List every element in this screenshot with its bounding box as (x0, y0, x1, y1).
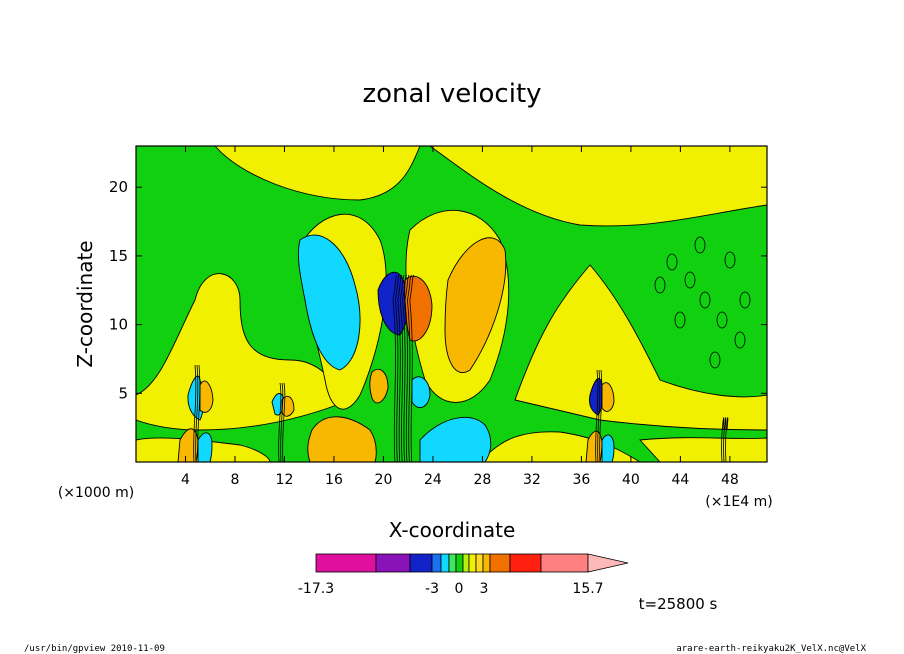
colorbar-label: 3 (480, 581, 489, 597)
contour-patch (739, 291, 751, 309)
contour-patch (724, 251, 736, 269)
y-axis: 5 10 15 20 (109, 178, 767, 402)
plot-frame (135, 145, 768, 463)
y-tick-label: 5 (118, 384, 128, 402)
contour-patch (654, 276, 666, 294)
colorbar-segment (509, 553, 542, 573)
contour-patch (694, 236, 706, 254)
colorbar-segment (448, 553, 457, 573)
x-tick-label: 36 (572, 472, 590, 488)
contour-line (197, 364, 201, 462)
contour-line (409, 274, 415, 462)
colorbar-label: -3 (425, 581, 439, 597)
contour-line (193, 364, 197, 462)
contour-line (397, 274, 403, 462)
x-tick-label: 48 (721, 472, 739, 488)
contour-region (419, 417, 492, 462)
colorbar-segment (375, 553, 411, 573)
chart-title: zonal velocity (362, 79, 541, 109)
x-tick-label: 40 (622, 472, 640, 488)
x-tick-label: 24 (424, 472, 442, 488)
colorbar-segment (489, 553, 511, 573)
footer-left: /usr/bin/gpview 2010-11-09 (24, 644, 165, 654)
colorbar-segment (455, 553, 464, 573)
x-tick-label: 20 (375, 472, 393, 488)
contour-line (392, 274, 398, 462)
contour-region (411, 376, 431, 409)
colorbar-segment (475, 553, 484, 573)
y-tick-label: 10 (109, 316, 128, 334)
contour-line (595, 369, 599, 462)
plot-area (136, 146, 767, 462)
time-label: t=25800 s (639, 595, 718, 613)
contour-region (369, 368, 389, 404)
contour-field (136, 146, 767, 462)
footer-right: arare-earth-reikyaku2K_VelX.nc@VelX (676, 644, 866, 654)
colorbar-label: 0 (455, 581, 464, 597)
contour-region (601, 434, 615, 462)
x-tick-label: 8 (231, 472, 240, 488)
contour-region (444, 237, 507, 373)
contour-region (639, 437, 767, 462)
contour-line (280, 382, 284, 462)
colorbar-labels: -17.3 -3 0 3 15.7 (298, 581, 604, 597)
contour-line (597, 369, 601, 462)
contour-patch (709, 351, 721, 369)
colorbar-segment (431, 553, 442, 573)
contour-region (429, 146, 767, 227)
y-tick-label: 20 (109, 178, 128, 196)
contour-line (599, 369, 603, 462)
contour-patch (674, 311, 686, 329)
contour-line (282, 382, 286, 462)
x-unit-label: (×1000 m) (58, 485, 134, 501)
contour-line (723, 417, 727, 462)
colorbar-segment (468, 553, 477, 573)
contour-region (214, 146, 421, 201)
colorbar-label: 15.7 (572, 581, 603, 597)
contour-line (404, 274, 410, 462)
contour-region (601, 382, 615, 412)
colorbar-segment (440, 553, 450, 573)
colorbar-segment (315, 553, 377, 573)
contour-line (278, 382, 282, 462)
colorbar-segment (482, 553, 491, 573)
contour-line (721, 417, 725, 462)
contour-patch (666, 253, 678, 271)
x-tick-label: 4 (181, 472, 190, 488)
colorbar (315, 553, 629, 573)
contour-patch (716, 311, 728, 329)
x-tick-label: 12 (276, 472, 294, 488)
colorbar-segment (540, 553, 589, 573)
colorbar-segment (462, 553, 470, 573)
contour-line (195, 364, 199, 462)
colorbar-segment (409, 553, 433, 573)
contour-region (514, 264, 767, 431)
contour-region (199, 380, 214, 413)
x-tick-label: 16 (325, 472, 343, 488)
contour-region (297, 234, 361, 371)
y-tick-label: 15 (109, 247, 128, 265)
x-tick-label: 28 (474, 472, 492, 488)
contour-patch (699, 291, 711, 309)
x-tick-label: 32 (523, 472, 541, 488)
contour-region (197, 432, 213, 462)
colorbar-label: -17.3 (298, 581, 334, 597)
contour-line (406, 274, 412, 462)
x-tick-label: 44 (671, 472, 689, 488)
contour-line (399, 274, 405, 462)
x-scale-label: (×1E4 m) (705, 494, 772, 510)
x-axis: 4 8 12 16 20 24 28 32 36 40 44 48 (181, 146, 739, 488)
contour-region (307, 416, 377, 462)
contour-patch (684, 271, 696, 289)
colorbar-arrow (587, 553, 629, 573)
x-axis-title: X-coordinate (389, 518, 516, 542)
contour-line (394, 274, 400, 462)
y-axis-title: Z-coordinate (73, 240, 97, 367)
contour-patch (734, 331, 746, 349)
contour-line (402, 274, 407, 462)
contour-line (725, 417, 729, 462)
